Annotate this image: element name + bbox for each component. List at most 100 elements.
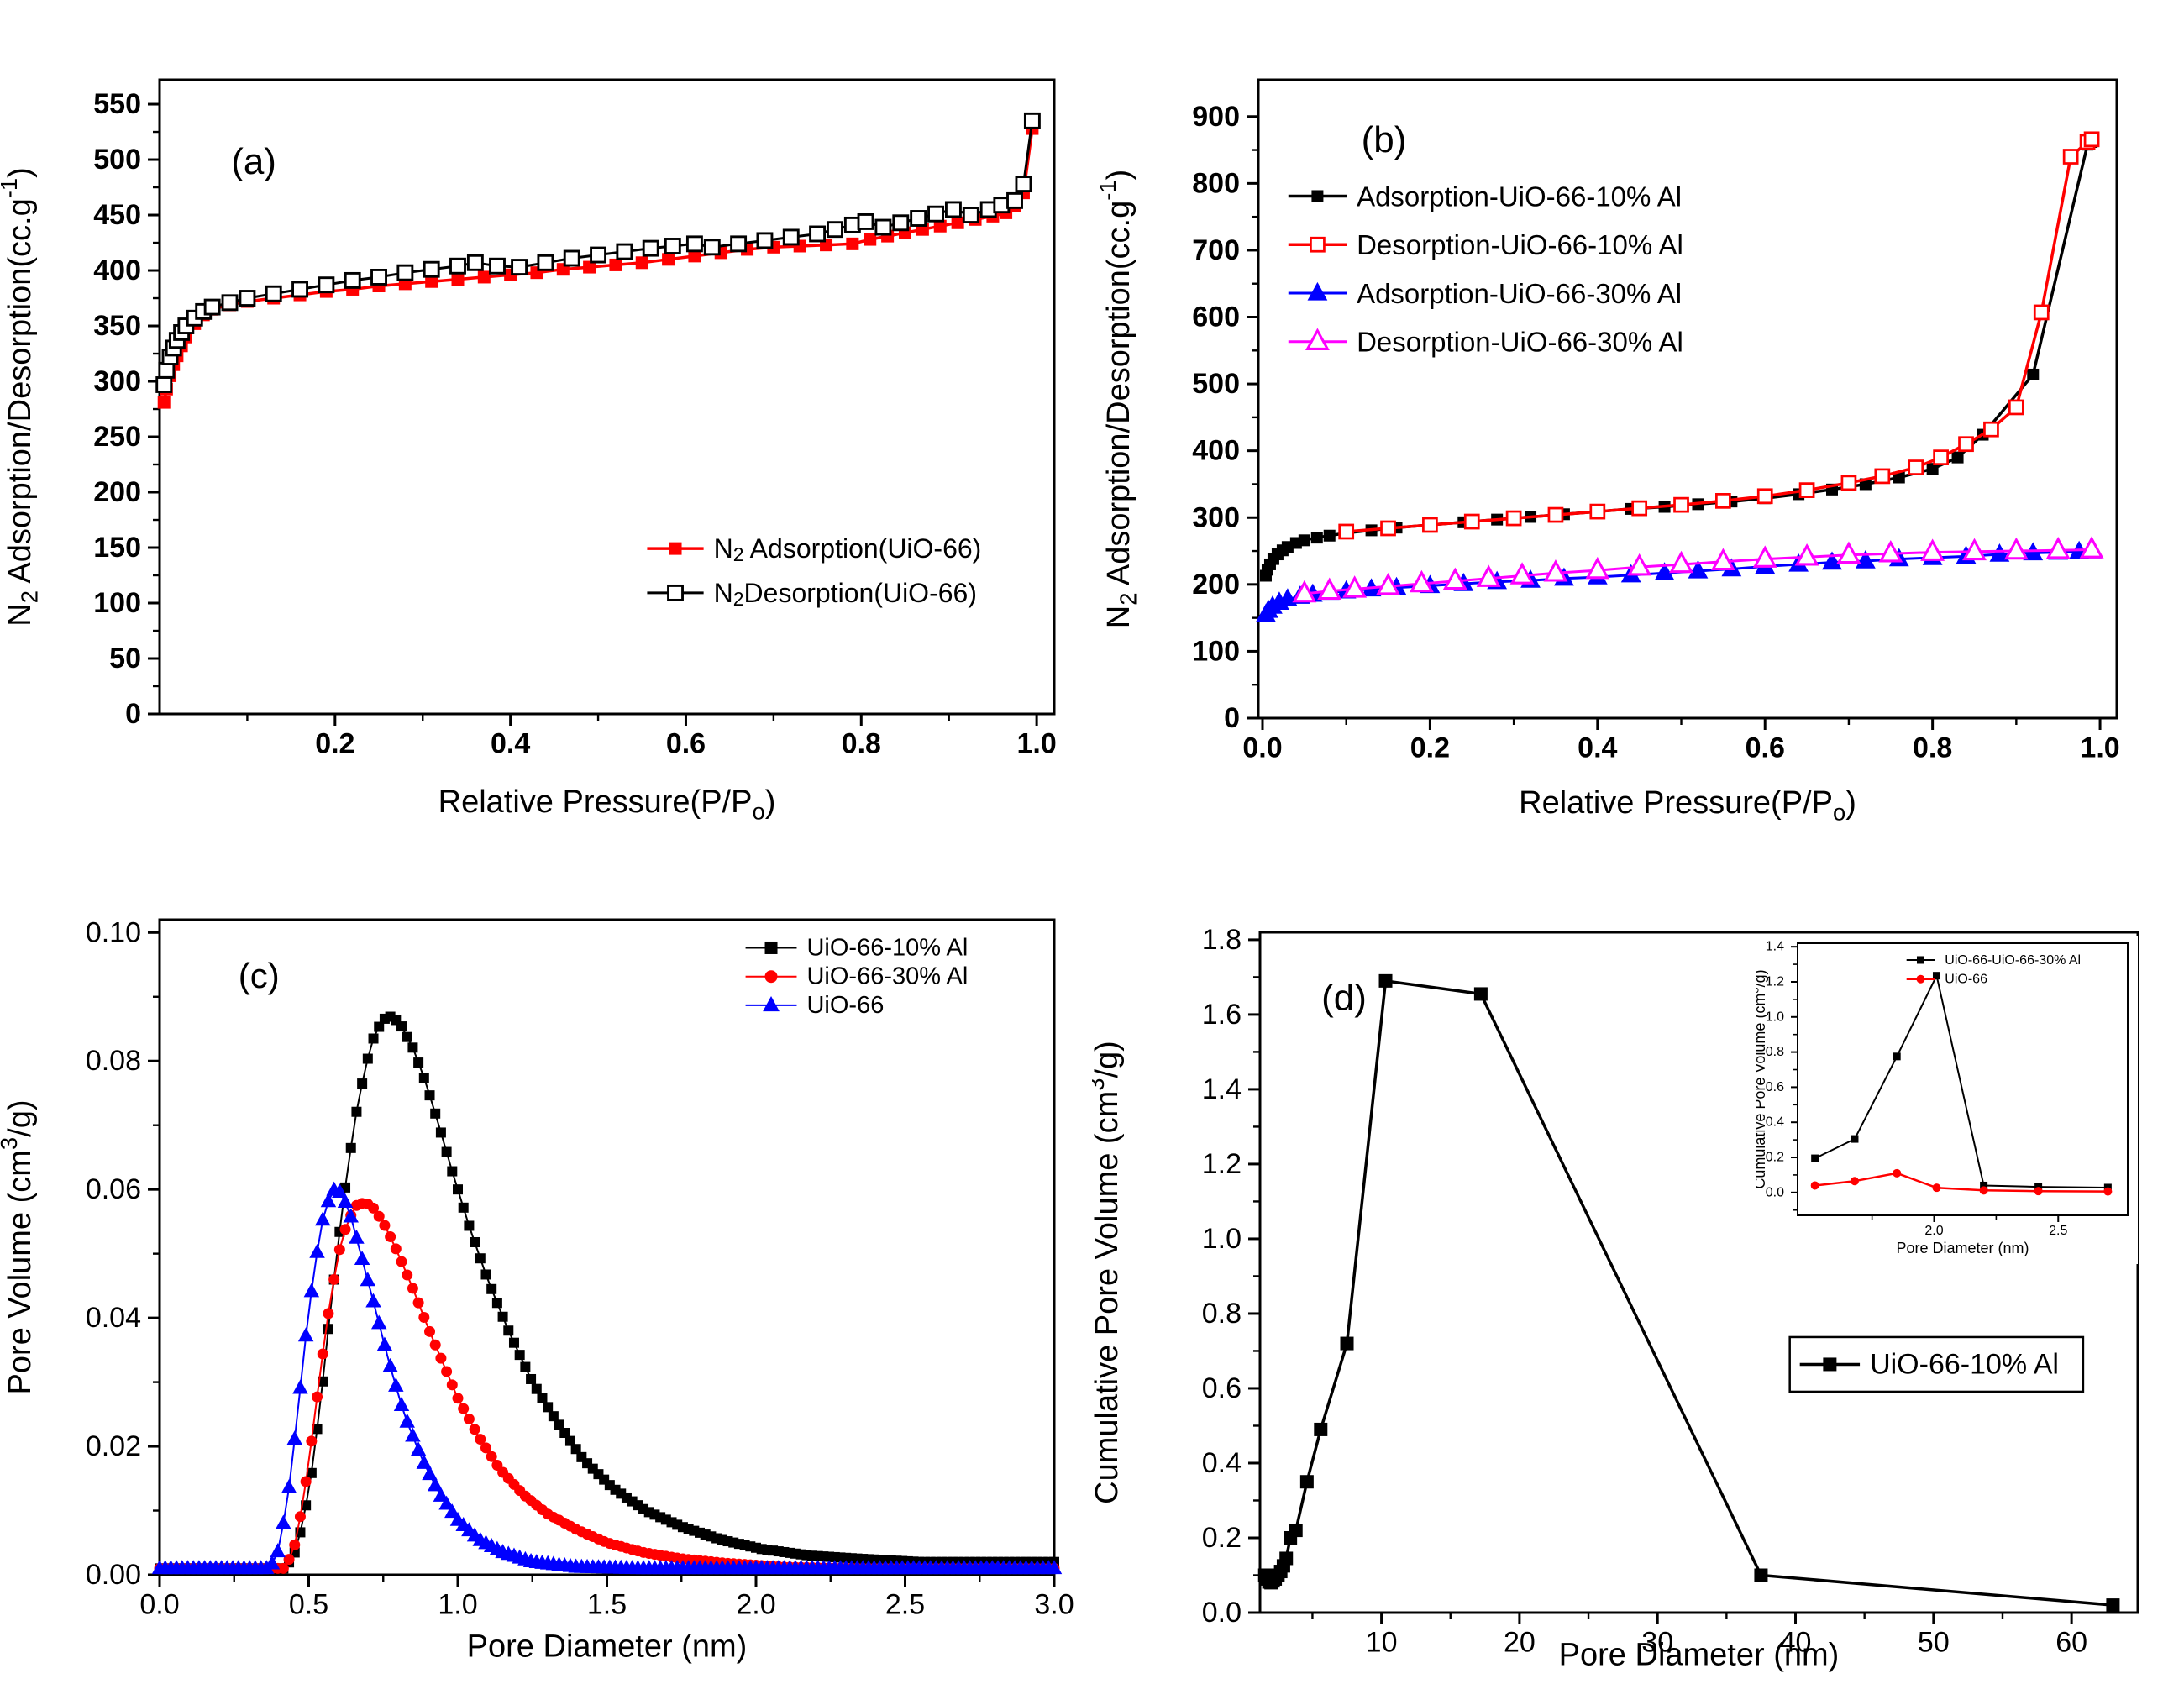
y-tick-label: 0.0 (1766, 1185, 1784, 1199)
y-tick-label: 250 (93, 421, 141, 453)
legend-label-desorption-uio66-10-al: Desorption-UiO-66-10% Al (1357, 229, 1683, 260)
legend-marker-n2-adsorption-uio66 (669, 542, 682, 555)
series-marker-uio66-10-al-psd (306, 1467, 317, 1478)
series-marker-uio66-30-al-psd (328, 1273, 340, 1285)
plot-frame (1257, 78, 2118, 720)
x-tick-label: 1.5 (587, 1588, 627, 1620)
series-marker-uio66-10-al-psd (559, 1427, 570, 1438)
series-marker-n2-desorption-uio66 (291, 281, 309, 298)
legend-label-n2-desorption-uio66: N2Desorption(UiO-66) (714, 578, 977, 610)
series-marker-uio66-psd (320, 1193, 337, 1208)
x-tick-label: 0.0 (139, 1588, 179, 1620)
x-tick-label: 2.0 (736, 1588, 775, 1620)
y-tick-label: 200 (1192, 569, 1240, 601)
series-marker-uio66-30-al-psd (294, 1511, 306, 1523)
series-marker-desorption-uio66-10-al (1463, 513, 1480, 530)
panel-d-cumulative-pore-volume: 2.0 2.5 0.0 0.2 0.4 0.6 0.8 1.0 1.2 1.4 Pore Diame… (1083, 840, 2184, 1680)
series-marker-uio66-10-al-psd (424, 1090, 435, 1101)
series-marker-uio66-10-al-cumulative (1378, 973, 1393, 988)
legend-label-uio66-10-al-psd: UiO-66-10% Al (806, 934, 968, 961)
x-tick-label: 30 (1641, 1626, 1673, 1658)
series-marker-n2-desorption-uio66 (1023, 112, 1041, 129)
legend-label-uio66-uio66-30-al-inset: UiO-66-UiO-66-30% Al (1945, 952, 2081, 967)
series-marker-uio66-psd (297, 1327, 314, 1342)
y-axis-title: N2 Adsorption/Desorption(cc.g-1) (0, 167, 42, 626)
series-marker-uio66-30-al-psd (396, 1256, 407, 1267)
series-marker-n2-desorption-uio66 (730, 235, 748, 253)
series-marker-n2-desorption-uio66 (423, 260, 440, 278)
series-marker-desorption-uio66-10-al (1631, 500, 1648, 517)
series-marker-uio66-10-al-psd (486, 1283, 497, 1294)
y-tick-label: 1.0 (1202, 1223, 1242, 1255)
x-tick-label: 0.5 (289, 1588, 328, 1620)
series-marker-uio66-inset (1932, 1183, 1941, 1193)
series-marker-uio66-psd (286, 1430, 302, 1445)
series-marker-desorption-uio66-30-al (1962, 538, 1987, 561)
series-marker-n2-desorption-uio66 (874, 218, 892, 236)
y-tick-label: 1.6 (1202, 999, 1242, 1031)
series-marker-desorption-uio66-10-al (1840, 475, 1857, 491)
chart-b: 0.0 0.2 0.4 0.6 0.8 1.0 0 100 200 300 400 500 600 700… (1095, 78, 2120, 825)
series-marker-uio66-30-al-psd (277, 1562, 289, 1574)
series-marker-desorption-uio66-30-al (1317, 577, 1342, 601)
y-tick-label: 500 (1192, 368, 1240, 400)
series-marker-uio66-uio66-30-al-inset (1932, 972, 1940, 980)
series-marker-n2-desorption-uio66 (511, 259, 528, 276)
y-tick-label: 1.2 (1766, 974, 1784, 989)
y-tick-label: 0.0 (1202, 1597, 1242, 1629)
legend-marker-adsorption-uio66-10-al (1311, 190, 1324, 202)
x-tick-label: 0.6 (666, 727, 706, 759)
series-marker-uio66-10-al-cumulative (1754, 1568, 1768, 1582)
series-marker-n2-adsorption-uio66 (583, 260, 596, 274)
series-line-uio66-inset (1814, 1172, 2108, 1193)
series-marker-uio66-10-al-psd (508, 1337, 519, 1348)
series-marker-uio66-10-al-psd (418, 1073, 429, 1083)
series-marker-uio66-10-al-cumulative (1279, 1551, 1294, 1566)
series-marker-uio66-psd (410, 1441, 427, 1456)
series-marker-uio66-30-al-psd (412, 1297, 424, 1309)
series-marker-uio66-uio66-30-al-inset (2034, 1183, 2043, 1191)
series-marker-uio66-psd (444, 1503, 460, 1519)
series-marker-uio66-psd (365, 1293, 381, 1308)
series-marker-uio66-10-al-cumulative (1314, 1422, 1328, 1436)
series-marker-uio66-10-al-psd (441, 1146, 452, 1157)
series-marker-adsorption-uio66-30-al (1822, 551, 1842, 570)
series-marker-n2-desorption-uio66 (782, 228, 800, 246)
panel-letter-b: (b) (1362, 119, 1407, 160)
series-marker-adsorption-uio66-10-al (1298, 534, 1310, 547)
series-marker-adsorption-uio66-10-al (1926, 463, 1939, 475)
y-tick-label: 1.0 (1766, 1010, 1784, 1024)
x-tick-label: 0.4 (1578, 732, 1617, 763)
series-marker-adsorption-uio66-30-al (1855, 549, 1876, 569)
y-tick-label: 450 (93, 199, 141, 231)
series-marker-adsorption-uio66-10-al (2027, 368, 2040, 380)
series-marker-uio66-30-al-psd (446, 1379, 458, 1391)
series-marker-desorption-uio66-10-al (1798, 482, 1815, 498)
series-marker-uio66-uio66-30-al-inset (1893, 1052, 1901, 1061)
y-tick-label: 100 (1192, 635, 1240, 667)
series-marker-uio66-10-al-psd (435, 1127, 446, 1138)
series-marker-uio66-30-al-psd (373, 1210, 385, 1222)
series-marker-desorption-uio66-30-al (1476, 564, 1501, 587)
series-marker-n2-desorption-uio66 (642, 239, 659, 257)
x-tick-label: 0.8 (1913, 732, 1952, 763)
legend-marker-uio66-10-al-cumulative (1823, 1357, 1837, 1372)
series-marker-uio66-10-al-psd (301, 1500, 312, 1511)
series-marker-adsorption-uio66-10-al (1951, 451, 1964, 464)
chart-a: 0.2 0.4 0.6 0.8 1.0 0 50 100 150 200 250 300 350 400 4… (0, 78, 1057, 824)
series-marker-uio66-psd (354, 1251, 370, 1266)
y-tick-label: 900 (1192, 101, 1240, 133)
series-marker-uio66-30-al-psd (424, 1325, 436, 1337)
series-marker-uio66-psd (281, 1478, 297, 1493)
series-marker-uio66-10-al-psd (537, 1393, 548, 1403)
series-marker-uio66-psd (438, 1495, 454, 1510)
series-marker-uio66-30-al-psd (407, 1283, 418, 1294)
series-marker-n2-adsorption-uio66 (609, 258, 622, 271)
series-marker-uio66-30-al-psd (300, 1476, 312, 1487)
series-marker-uio66-30-al-psd (441, 1366, 453, 1377)
series-marker-adsorption-uio66-30-al (1688, 559, 1709, 579)
series-marker-uio66-10-al-psd (531, 1383, 542, 1394)
series-marker-uio66-psd (276, 1514, 291, 1529)
series-marker-uio66-10-al-psd (351, 1106, 362, 1117)
y-tick-label: 50 (109, 643, 141, 674)
